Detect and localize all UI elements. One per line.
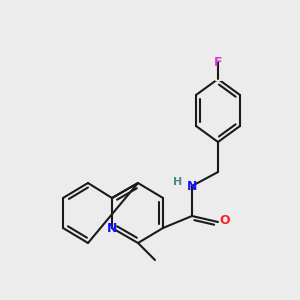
Text: N: N (107, 221, 117, 235)
Text: N: N (187, 179, 197, 193)
Text: O: O (220, 214, 230, 227)
Text: H: H (173, 177, 183, 187)
Text: F: F (214, 56, 222, 68)
